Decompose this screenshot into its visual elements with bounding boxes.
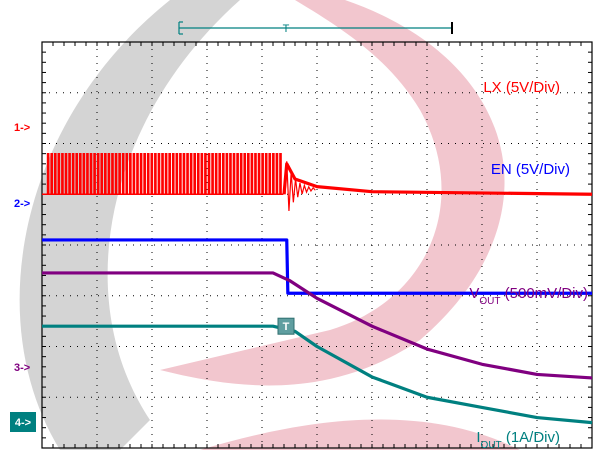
channel-marker-4: 4-> (15, 417, 31, 429)
series-labels: LX (5V/Div) EN (5V/Div) VOUT (500mV/Div) IO… (469, 79, 588, 450)
channel-markers: 1-> 2-> 3-> 4-> T (10, 122, 295, 432)
series-label-1: LX (5V/Div) (483, 79, 560, 96)
trigger-marker-label: T (283, 321, 290, 333)
trace-2 (42, 238, 592, 295)
channel-marker-2: 2-> (14, 198, 30, 210)
background-watermark (19, 0, 520, 450)
timebase-bracket (178, 21, 453, 35)
trigger-marker-box (277, 317, 295, 335)
graticule-grid (41, 41, 593, 449)
lx-switching-burst (42, 152, 284, 195)
channel-marker-box-4 (10, 412, 36, 432)
waveform-traces (42, 152, 593, 425)
series-label-3: VOUT (500mV/Div) (469, 285, 588, 307)
timebase-trigger-marker: T (283, 23, 290, 35)
series-label-4: IOUT (1A/Div) (476, 429, 560, 450)
lx-ringing (284, 161, 316, 211)
trace-1 (282, 162, 593, 196)
channel-marker-1: 1-> (14, 122, 30, 134)
series-label-2: EN (5V/Div) (491, 161, 570, 178)
trace-3 (42, 271, 593, 380)
channel-marker-3: 3-> (14, 362, 30, 374)
